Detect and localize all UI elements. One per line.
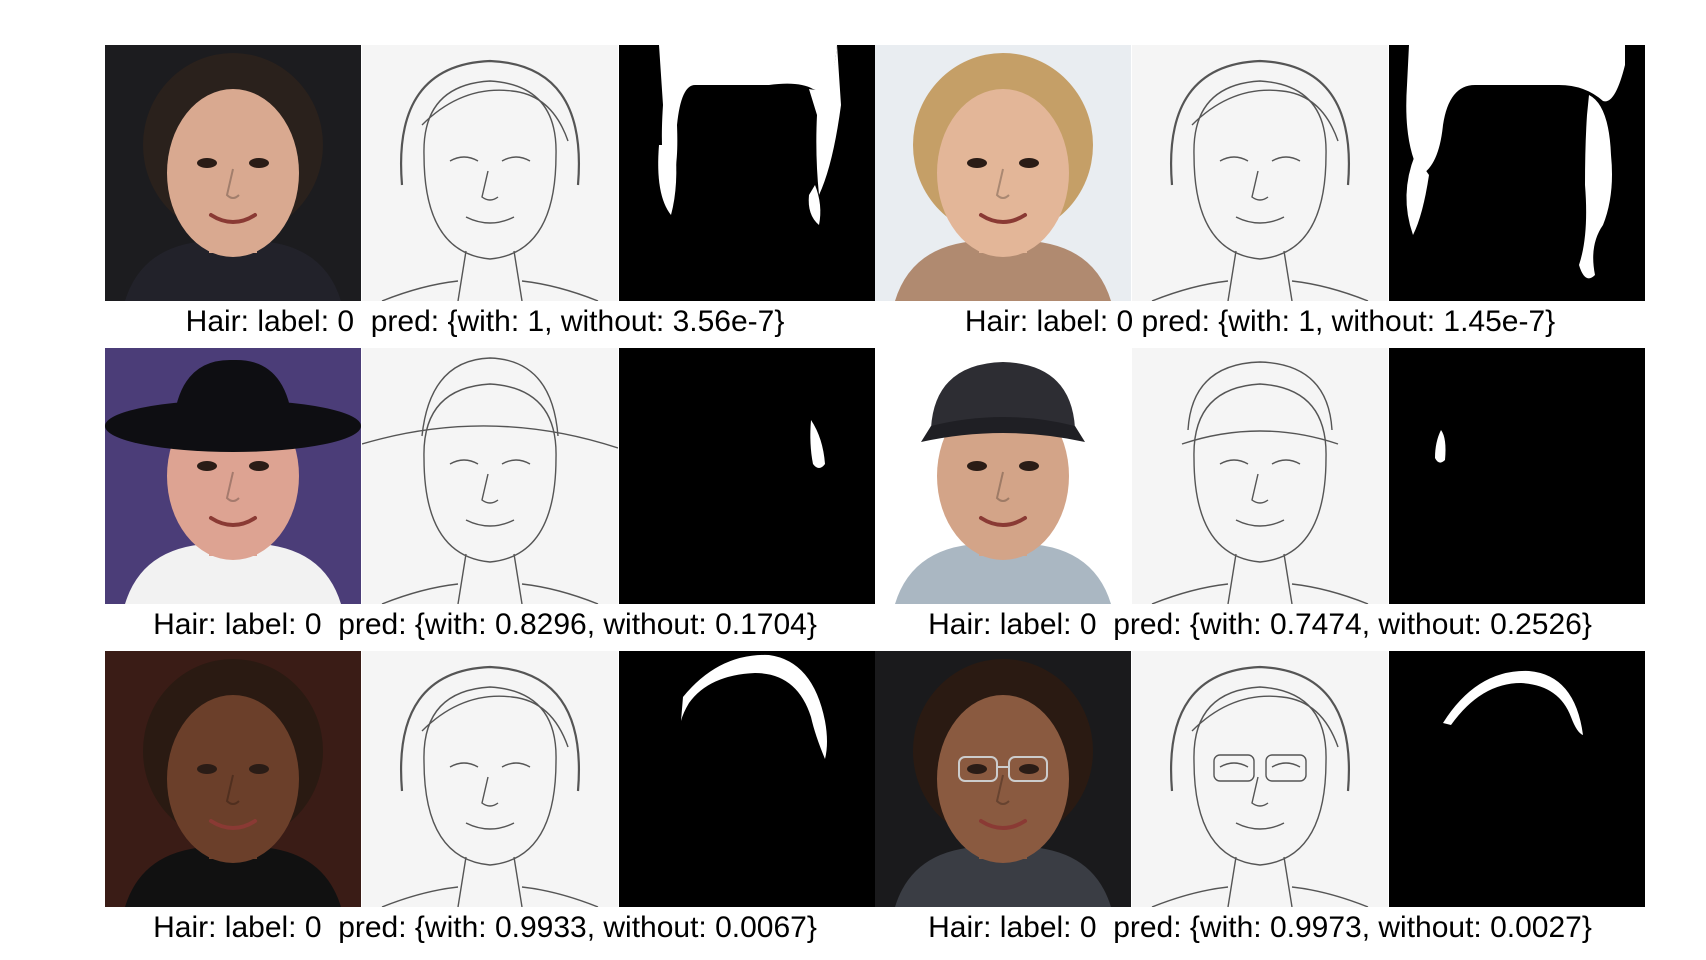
sketch-image-5	[362, 651, 618, 907]
photo-image-1	[105, 45, 361, 301]
mask-image-2	[1389, 45, 1645, 301]
sketch-image-2	[1132, 45, 1388, 301]
caption-2: Hair: label: 0 pred: {with: 1, without: …	[964, 305, 1556, 338]
photo-image-4	[875, 348, 1131, 604]
sketch-image-1	[362, 45, 618, 301]
mask-image-6	[1389, 651, 1645, 907]
caption-6: Hair: label: 0 pred: {with: 0.9973, with…	[928, 911, 1592, 944]
caption-5: Hair: label: 0 pred: {with: 0.9933, with…	[153, 911, 817, 944]
caption-1: Hair: label: 0 pred: {with: 1, without: …	[185, 305, 785, 338]
photo-image-6	[875, 651, 1131, 907]
mask-image-3	[619, 348, 875, 604]
mask-image-4	[1389, 348, 1645, 604]
caption-4: Hair: label: 0 pred: {with: 0.7474, with…	[928, 608, 1592, 641]
mask-image-1	[619, 45, 875, 301]
caption-3: Hair: label: 0 pred: {with: 0.8296, with…	[153, 608, 817, 641]
sketch-image-6	[1132, 651, 1388, 907]
photo-image-3	[105, 348, 361, 604]
photo-image-2	[875, 45, 1131, 301]
sketch-image-4	[1132, 348, 1388, 604]
mask-image-5	[619, 651, 875, 907]
photo-image-5	[105, 651, 361, 907]
sketch-image-3	[362, 348, 618, 604]
